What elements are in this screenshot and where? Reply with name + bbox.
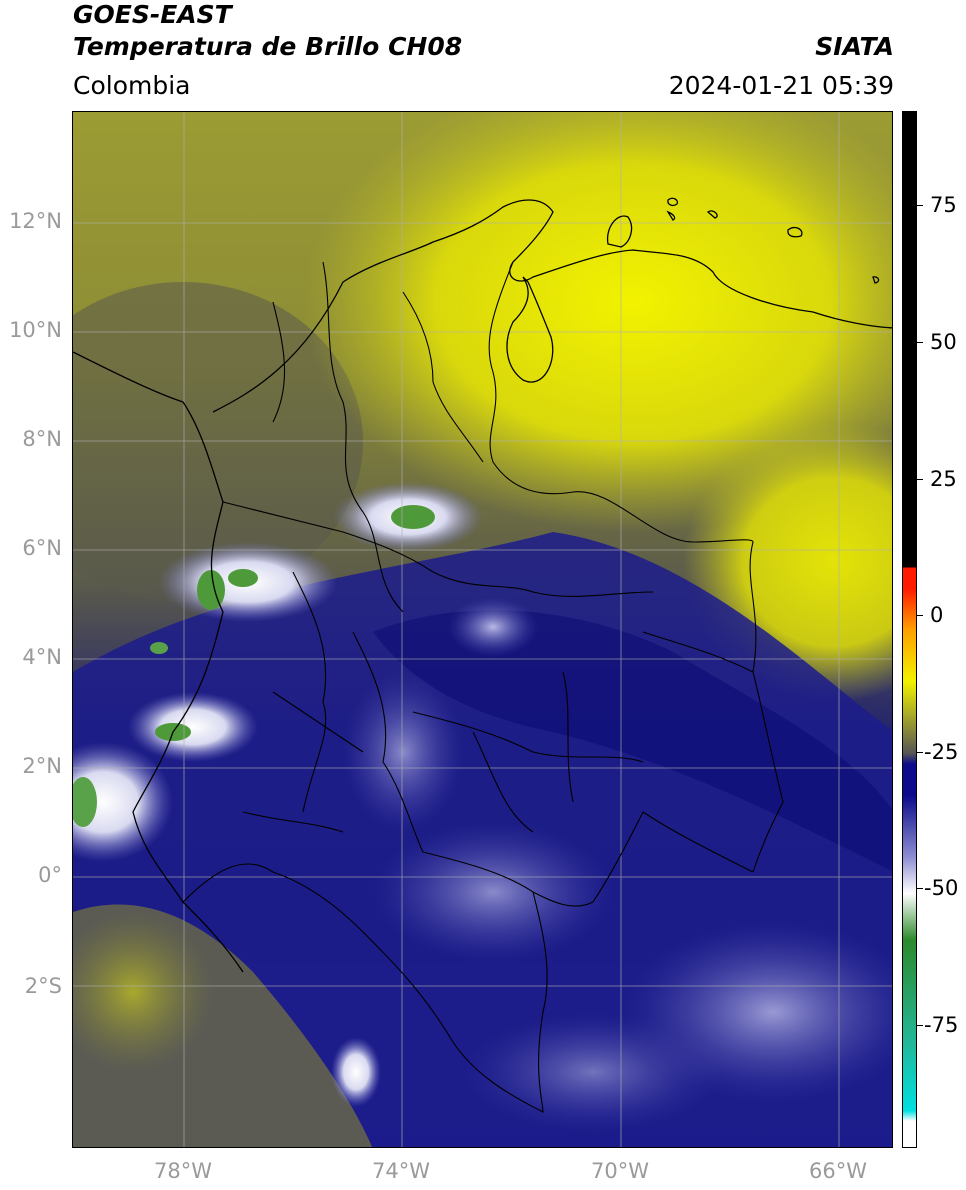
brand-label: SIATA (815, 32, 894, 61)
satellite-image (73, 112, 892, 1147)
region-label: Colombia (73, 71, 191, 100)
lat-label-10n: 10°N (9, 318, 62, 342)
colorbar-tick-minus25: -25 (924, 740, 959, 764)
lat-label-8n: 8°N (22, 427, 62, 451)
lon-label-78w: 78°W (154, 1159, 212, 1183)
lat-label-2s: 2°S (24, 974, 62, 998)
lon-label-70w: 70°W (591, 1159, 649, 1183)
lat-label-0: 0° (38, 863, 62, 887)
colorbar-tick-75: 75 (930, 193, 957, 217)
map-panel[interactable] (72, 111, 893, 1148)
colorbar-tick-minus75: -75 (924, 1013, 959, 1037)
lon-label-74w: 74°W (372, 1159, 430, 1183)
title-product: Temperatura de Brillo CH08 (73, 32, 463, 61)
colorbar (902, 111, 917, 1148)
title-satellite: GOES-EAST (73, 0, 232, 29)
lat-label-12n: 12°N (9, 209, 62, 233)
timestamp-label: 2024-01-21 05:39 (668, 71, 894, 100)
lon-label-66w: 66°W (809, 1159, 867, 1183)
colorbar-tick-0: 0 (930, 603, 944, 627)
colorbar-tick-25: 25 (930, 467, 957, 491)
lat-label-2n: 2°N (22, 754, 62, 778)
lat-label-4n: 4°N (22, 645, 62, 669)
colorbar-tick-minus50: -50 (924, 876, 959, 900)
admin-borders (182, 261, 784, 1113)
graticule (73, 112, 892, 1147)
colorbar-tick-50: 50 (930, 330, 957, 354)
lat-label-6n: 6°N (22, 536, 62, 560)
